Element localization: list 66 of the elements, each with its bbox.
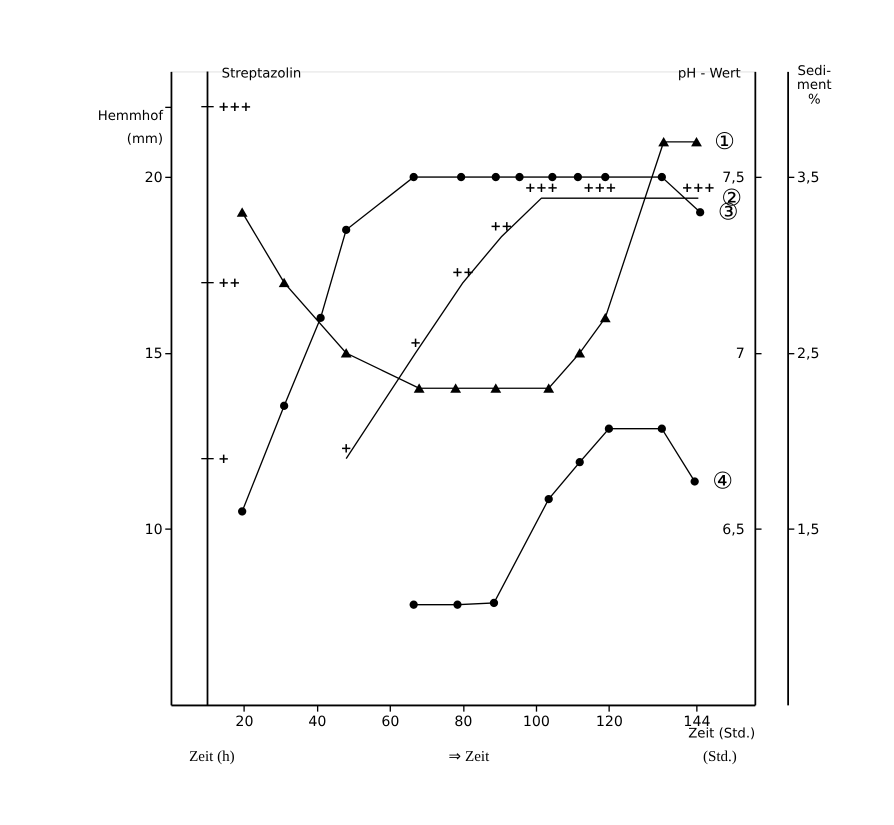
y2-tick-label: 6,5 (722, 522, 745, 538)
point (342, 226, 350, 234)
y2-tick-label: 7,5 (722, 170, 745, 186)
point (450, 384, 461, 393)
point (658, 137, 669, 146)
point (410, 172, 418, 182)
data-label: +++ (682, 180, 716, 196)
point (341, 348, 352, 358)
point (658, 172, 666, 182)
y3-axis-title: Sedi- ment % (796, 64, 832, 108)
y2-axis-title: pH - Wert (678, 66, 741, 82)
data-label: ++ (490, 220, 512, 235)
point (691, 137, 702, 146)
series-label: ④ (712, 468, 734, 495)
annotation: ++ (218, 276, 240, 292)
y-tick-label: 20 (144, 170, 163, 186)
x-tick-label: 60 (381, 714, 400, 730)
point (544, 494, 553, 504)
point (658, 424, 666, 433)
point (490, 598, 498, 608)
data-label: +++ (583, 180, 616, 196)
x-tick-label: 20 (235, 714, 254, 730)
point (576, 458, 584, 466)
data-label: + (340, 441, 352, 456)
text: Zeit (h) (189, 748, 235, 765)
point (544, 384, 554, 393)
point (574, 172, 582, 182)
y3-tick-label: 1,5 (796, 522, 820, 538)
text: (Std.) (702, 748, 737, 765)
point (601, 172, 610, 182)
point (696, 208, 704, 216)
point (279, 278, 290, 288)
y-tick-label: 15 (144, 346, 163, 362)
point (492, 172, 500, 182)
point (600, 313, 610, 322)
y3-tick-label: 3,5 (796, 170, 820, 186)
point (237, 208, 248, 217)
annotation: + (218, 452, 230, 468)
annotation: +++ (218, 100, 252, 116)
point (515, 172, 524, 182)
x-tick-label: 80 (454, 714, 472, 730)
series-label: ① (714, 128, 735, 155)
ref-line-label: Streptazolin (222, 66, 302, 82)
y-tick-label: 10 (144, 522, 163, 538)
point (238, 507, 246, 516)
text: ⇒ Zeit (448, 748, 490, 765)
x-tick-label: 100 (522, 714, 550, 730)
point (690, 477, 699, 486)
x-tick-label: 120 (596, 714, 623, 730)
point (410, 600, 418, 609)
point (604, 424, 614, 433)
y3-tick-label: 2,5 (796, 346, 820, 362)
y-axis-title: Hemmhof (mm) (98, 108, 164, 148)
point (456, 172, 466, 182)
point (574, 348, 585, 358)
point (280, 402, 288, 410)
data-label: + (410, 336, 422, 351)
point (548, 172, 557, 182)
y2-tick-label: 7 (736, 346, 745, 362)
point (414, 384, 424, 393)
point (453, 600, 462, 609)
point (316, 314, 325, 322)
data-label: +++ (524, 180, 558, 196)
x-tick-label: 40 (308, 714, 326, 730)
point (490, 384, 501, 393)
x-axis-title: Zeit (Std.) (688, 726, 756, 742)
